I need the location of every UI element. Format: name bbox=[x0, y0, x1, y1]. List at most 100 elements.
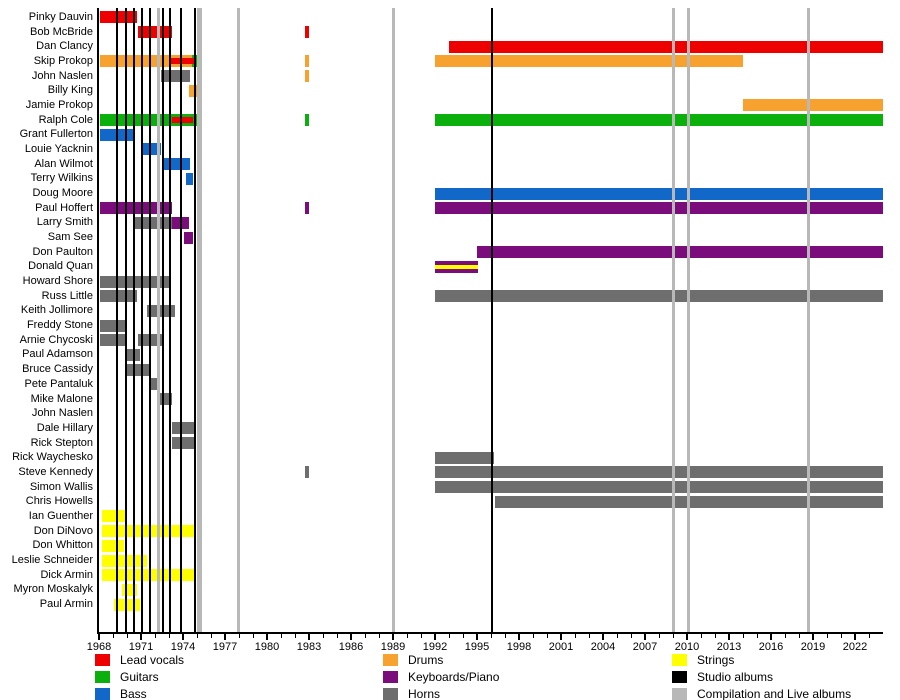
timeline-bar bbox=[304, 55, 309, 68]
axis-tick bbox=[462, 634, 464, 638]
axis-tick bbox=[518, 634, 520, 640]
y-axis bbox=[97, 8, 99, 632]
axis-tick bbox=[784, 634, 786, 638]
timeline-bar bbox=[183, 231, 193, 244]
album-line-studio bbox=[149, 8, 152, 632]
timeline-bar bbox=[171, 422, 196, 435]
legend-label-bass: Bass bbox=[120, 687, 147, 700]
member-label: Paul Hoffert bbox=[35, 201, 93, 214]
axis-tick bbox=[406, 634, 408, 638]
member-label: Dale Hillary bbox=[36, 421, 93, 434]
member-label: Freddy Stone bbox=[26, 319, 93, 332]
timeline-bar bbox=[185, 172, 194, 185]
axis-tick bbox=[742, 634, 744, 638]
axis-tick bbox=[140, 634, 142, 640]
axis-tick bbox=[700, 634, 702, 638]
axis-tick bbox=[252, 634, 254, 638]
axis-tick bbox=[196, 634, 198, 638]
axis-tick bbox=[392, 634, 394, 640]
axis-tick-label: 2004 bbox=[590, 641, 616, 653]
album-line-compilation bbox=[671, 8, 675, 632]
timeline-bar bbox=[435, 202, 883, 215]
member-label: Pete Pantaluk bbox=[24, 377, 94, 390]
member-label: Skip Prokop bbox=[33, 54, 93, 67]
timeline-bar bbox=[99, 290, 138, 303]
legend-swatch-lead_vocals bbox=[95, 654, 110, 666]
axis-tick-label: 1986 bbox=[338, 641, 364, 653]
axis-tick-label: 1980 bbox=[254, 641, 280, 653]
timeline-bar bbox=[101, 539, 125, 552]
timeline-bar bbox=[449, 40, 883, 53]
timeline-bar-overlay bbox=[171, 117, 194, 124]
axis-tick bbox=[322, 634, 324, 638]
timeline-bar bbox=[435, 451, 494, 464]
member-label: Ian Guenther bbox=[28, 509, 93, 522]
member-label: Russ Little bbox=[41, 289, 93, 302]
timeline-bar bbox=[435, 290, 883, 303]
axis-tick bbox=[756, 634, 758, 638]
member-label: Pinky Dauvin bbox=[28, 10, 93, 23]
axis-tick-label: 1998 bbox=[506, 641, 532, 653]
axis-tick bbox=[868, 634, 870, 638]
timeline-bar bbox=[304, 466, 309, 479]
axis-tick bbox=[826, 634, 828, 638]
timeline-bar bbox=[304, 70, 309, 83]
axis-tick bbox=[182, 634, 184, 640]
axis-tick bbox=[98, 634, 100, 640]
member-label: John Naslen bbox=[31, 407, 93, 420]
album-line-studio bbox=[133, 8, 135, 632]
legend-label-compilation: Compilation and Live albums bbox=[697, 687, 852, 700]
legend-label-studio: Studio albums bbox=[697, 670, 774, 684]
member-label: John Naslen bbox=[31, 69, 93, 82]
axis-tick bbox=[420, 634, 422, 638]
member-label: Terry Wilkins bbox=[30, 172, 93, 185]
axis-tick bbox=[602, 634, 604, 640]
member-label: Don Paulton bbox=[32, 245, 93, 258]
timeline-bar bbox=[435, 114, 883, 127]
album-line-compilation bbox=[686, 8, 690, 632]
axis-tick bbox=[238, 634, 240, 638]
axis-tick bbox=[798, 634, 800, 638]
album-line-compilation bbox=[391, 8, 395, 632]
member-label: Bruce Cassidy bbox=[22, 363, 93, 376]
axis-tick bbox=[448, 634, 450, 638]
legend-swatch-strings bbox=[672, 654, 687, 666]
axis-tick-label: 2007 bbox=[632, 641, 658, 653]
member-label: Don Whitton bbox=[32, 539, 93, 552]
member-label: Rick Stepton bbox=[30, 436, 93, 449]
member-label: Howard Shore bbox=[22, 275, 93, 288]
timeline-bar bbox=[435, 481, 883, 494]
member-label: Don DiNovo bbox=[33, 524, 93, 537]
timeline-bar bbox=[127, 363, 151, 376]
x-axis bbox=[97, 632, 883, 634]
album-line-compilation bbox=[197, 8, 203, 632]
axis-tick bbox=[126, 634, 128, 638]
timeline-bar bbox=[171, 437, 196, 450]
legend-label-strings: Strings bbox=[697, 653, 735, 667]
timeline-bar bbox=[304, 202, 309, 215]
axis-tick bbox=[854, 634, 856, 640]
legend-label-horns: Horns bbox=[408, 687, 441, 700]
timeline-bar bbox=[147, 304, 176, 317]
timeline-bar bbox=[101, 510, 125, 523]
timeline-bar bbox=[99, 11, 138, 24]
timeline-bar bbox=[148, 378, 158, 391]
axis-tick bbox=[210, 634, 212, 638]
axis-tick-label: 2022 bbox=[842, 641, 868, 653]
axis-tick bbox=[308, 634, 310, 640]
axis-tick bbox=[350, 634, 352, 640]
member-label: Rick Waychesko bbox=[12, 451, 93, 464]
axis-tick bbox=[588, 634, 590, 638]
member-label: Simon Wallis bbox=[29, 480, 93, 493]
axis-tick bbox=[672, 634, 674, 638]
axis-tick bbox=[630, 634, 632, 638]
axis-tick bbox=[336, 634, 338, 638]
axis-tick bbox=[574, 634, 576, 638]
timeline-bar bbox=[304, 114, 309, 127]
member-label: Myron Moskalyk bbox=[13, 583, 93, 596]
legend-swatch-bass bbox=[95, 688, 110, 700]
axis-tick-label: 2013 bbox=[716, 641, 742, 653]
timeline-bar bbox=[435, 466, 883, 479]
member-label: Larry Smith bbox=[36, 216, 93, 229]
